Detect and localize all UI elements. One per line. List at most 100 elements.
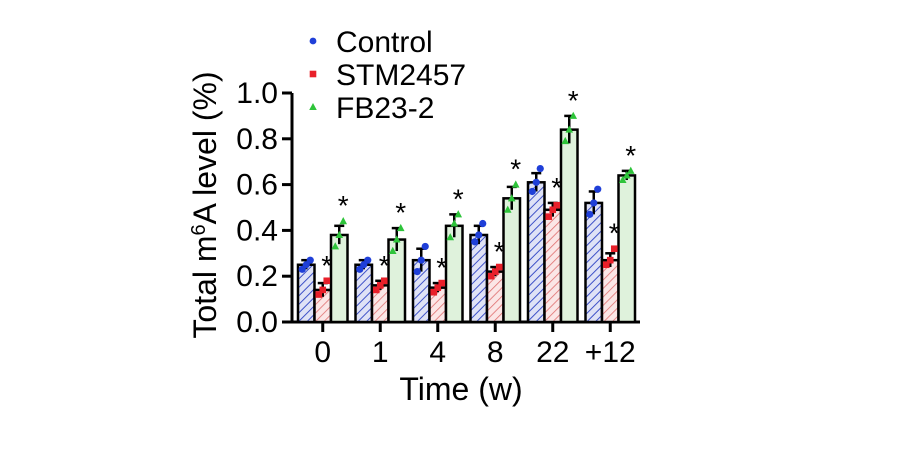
- significance-star: *: [609, 218, 620, 249]
- y-tick-label: 0.8: [236, 123, 278, 156]
- data-points: [298, 111, 635, 298]
- y-axis-title-prefix: Total m: [187, 235, 223, 338]
- point-stm2457: [323, 277, 331, 285]
- point-stm2457: [545, 213, 553, 220]
- point-control: [471, 238, 479, 246]
- legend-label: STM2457: [336, 59, 466, 92]
- y-tick-label: 0.4: [236, 214, 278, 247]
- point-fb23-2: [561, 136, 570, 145]
- y-axis-title-suffix: A level (%): [187, 71, 223, 224]
- point-control: [413, 268, 421, 276]
- significance-star: *: [625, 140, 636, 171]
- axes: 0.0 0.2 0.4 0.6 0.8 1.0 0 1 4 8 22 +12: [236, 77, 640, 369]
- point-stm2457: [438, 279, 446, 287]
- bar-fill-stm2457: [429, 287, 446, 322]
- y-tick-label: 0.2: [236, 260, 278, 293]
- point-stm2457: [487, 272, 495, 280]
- x-tick-label: +12: [585, 336, 636, 369]
- x-tick-label: 0: [314, 336, 331, 369]
- bar-fill-fb23-2: [503, 198, 520, 322]
- bar-fill-stm2457: [372, 285, 389, 322]
- point-stm2457: [553, 201, 561, 209]
- point-fb23-2: [454, 210, 463, 218]
- point-stm2457: [434, 284, 442, 291]
- significance-star: *: [321, 250, 332, 281]
- significance-star: *: [568, 85, 579, 116]
- point-control: [479, 219, 487, 228]
- y-axis-title: Total m6A level (%): [187, 71, 223, 338]
- point-control: [586, 210, 594, 218]
- point-stm2457: [549, 206, 557, 214]
- point-fb23-2: [339, 217, 348, 225]
- legend-marker-fb23-2: [309, 103, 317, 110]
- bar-fill-fb23-2: [446, 225, 463, 322]
- x-axis-title: Time (w): [399, 371, 522, 407]
- bar-fill-control: [413, 260, 430, 322]
- point-fb23-2: [335, 230, 344, 238]
- point-stm2457: [602, 261, 610, 269]
- point-stm2457: [610, 245, 618, 253]
- point-control: [590, 199, 598, 207]
- y-axis-title-superscript: 6: [188, 224, 210, 235]
- point-stm2457: [376, 282, 384, 289]
- point-control: [536, 164, 544, 173]
- point-control: [528, 187, 536, 196]
- bar-fill-control: [470, 234, 487, 322]
- point-fb23-2: [626, 166, 635, 174]
- legend-label: FB23-2: [336, 92, 434, 125]
- bar-fill-control: [528, 182, 545, 322]
- bar-fill-control: [298, 264, 315, 322]
- legend-label: Control: [336, 26, 433, 59]
- point-control: [417, 256, 425, 264]
- significance-star: *: [436, 252, 447, 283]
- x-tick-label: 22: [536, 336, 569, 369]
- bar-fill-fb23-2: [388, 239, 405, 322]
- point-control: [421, 242, 429, 251]
- point-fb23-2: [618, 175, 627, 184]
- significance-star: *: [395, 197, 406, 228]
- bars: [296, 114, 637, 324]
- y-tick-label: 1.0: [236, 77, 278, 110]
- point-control: [364, 256, 372, 264]
- point-fb23-2: [565, 125, 574, 133]
- point-stm2457: [372, 286, 380, 294]
- x-tick-label: 1: [372, 336, 389, 369]
- bar-fill-control: [355, 264, 372, 322]
- point-fb23-2: [450, 219, 459, 227]
- x-tick-label: 4: [429, 336, 446, 369]
- point-control: [306, 256, 314, 264]
- bar-fill-fb23-2: [331, 234, 348, 322]
- point-fb23-2: [392, 235, 401, 243]
- point-fb23-2: [511, 180, 520, 188]
- point-stm2457: [319, 286, 327, 294]
- point-control: [475, 231, 483, 239]
- significance-star: *: [379, 250, 390, 281]
- significance-star: *: [453, 183, 464, 214]
- point-control: [532, 178, 540, 186]
- point-fb23-2: [396, 223, 405, 232]
- bar-fill-stm2457: [487, 271, 504, 322]
- point-fb23-2: [503, 205, 512, 213]
- point-fb23-2: [331, 242, 340, 250]
- legend-marker-control: [309, 37, 317, 45]
- legend-marker-stm2457: [309, 70, 317, 78]
- bar-fill-stm2457: [602, 260, 619, 322]
- point-fb23-2: [507, 194, 516, 202]
- point-stm2457: [606, 256, 614, 264]
- point-control: [594, 185, 602, 193]
- bar-fill-stm2457: [544, 209, 561, 322]
- bar-fill-fb23-2: [561, 129, 578, 322]
- bar-fill-control: [585, 202, 602, 322]
- y-tick-label: 0.6: [236, 169, 278, 202]
- point-stm2457: [495, 263, 503, 271]
- point-fb23-2: [446, 233, 455, 241]
- point-stm2457: [315, 291, 323, 298]
- point-stm2457: [380, 277, 388, 285]
- point-fb23-2: [569, 111, 578, 119]
- point-fb23-2: [388, 246, 397, 255]
- x-tick-label: 8: [487, 336, 504, 369]
- significance-star: *: [494, 236, 505, 267]
- point-fb23-2: [622, 171, 631, 179]
